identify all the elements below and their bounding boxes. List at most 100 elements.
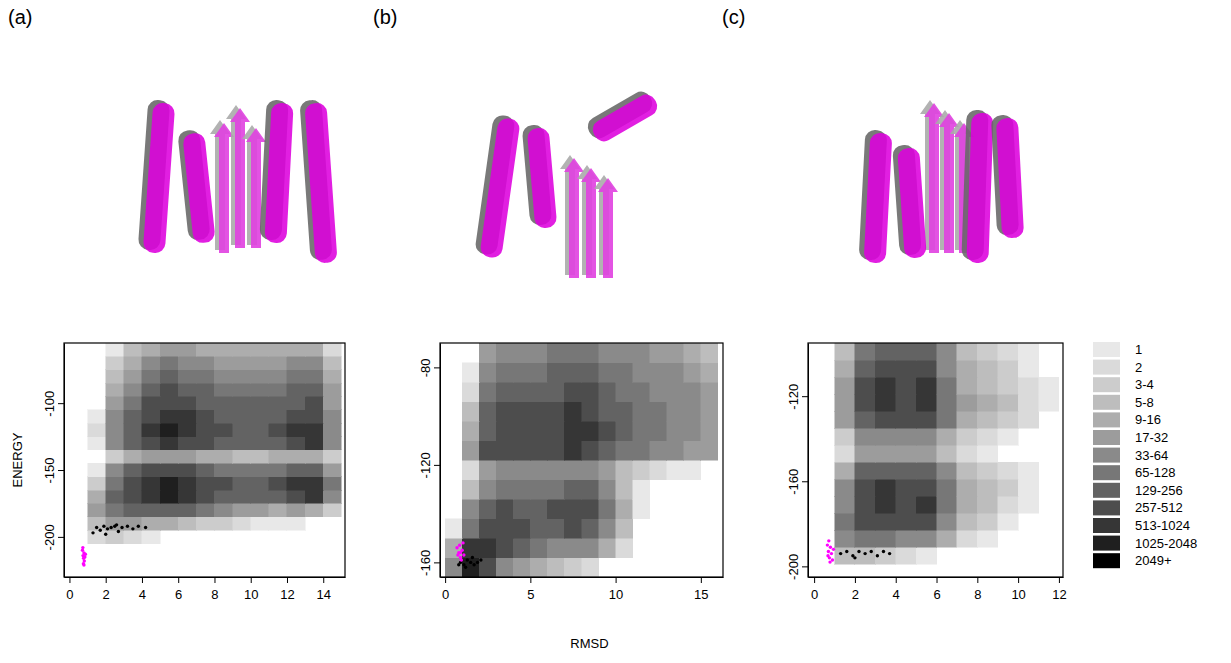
heatmap-cell (160, 370, 178, 383)
heatmap-cell (305, 450, 323, 463)
heatmap-cell (957, 360, 977, 377)
heatmap-cell (616, 519, 633, 539)
heatmap-cell (251, 503, 269, 516)
heatmap-cell (1039, 445, 1059, 462)
heatmap-cell (977, 343, 997, 360)
tick: 8 (974, 577, 981, 602)
legend: 123-45-89-1617-3233-6465-128129-256257-5… (1093, 342, 1197, 568)
heatmap-cell (269, 503, 287, 516)
heatmap-cell (835, 462, 855, 479)
heatmap-cell (88, 463, 106, 476)
heatmap-cell (616, 343, 633, 363)
heatmap-cell (814, 530, 834, 547)
tick: -80 (418, 358, 440, 377)
heatmap-cell (896, 496, 916, 513)
tick: 6 (933, 577, 940, 602)
heatmap-cell (835, 394, 855, 411)
tick-label: 0 (811, 587, 818, 602)
heatmap-cell (957, 394, 977, 411)
heatmap-cell (564, 441, 581, 461)
scatter-point (826, 554, 829, 557)
tick: 10 (1011, 577, 1025, 602)
heatmap-cell (178, 490, 196, 503)
heatmap-cell (835, 496, 855, 513)
heatmap-cell (142, 410, 160, 423)
heatmap-cell (305, 370, 323, 383)
tick-label: -80 (418, 358, 433, 377)
heatmap-cell (305, 410, 323, 423)
heatmap-cell (564, 363, 581, 383)
tick: 5 (527, 577, 534, 602)
heatmap-cell (479, 421, 496, 441)
heatmap-cell (684, 558, 701, 578)
heatmap-cell (937, 479, 957, 496)
heatmap-cell (287, 437, 305, 450)
heatmap-cell (916, 547, 936, 564)
heatmap-cell (196, 517, 214, 530)
heatmap-cell (814, 428, 834, 445)
scatter-point (827, 550, 830, 553)
heatmap-cell (650, 480, 667, 500)
heatmap-cell (445, 499, 462, 519)
legend-label: 513-1024 (1135, 518, 1190, 533)
tick: -120 (418, 452, 440, 478)
heatmap-cell (445, 363, 462, 383)
heatmap-cell (564, 421, 581, 441)
heatmap-cell (650, 558, 667, 578)
alpha-helix (143, 102, 175, 253)
heatmap-cell (599, 421, 616, 441)
tick-label: -120 (418, 452, 433, 478)
heatmap-cell (124, 383, 142, 396)
heatmap-cell (160, 410, 178, 423)
heatmap-cell (855, 343, 875, 360)
legend-swatch (1093, 518, 1120, 533)
heatmap-cell (479, 441, 496, 461)
scatter-point (82, 563, 85, 566)
heatmap-cell (814, 445, 834, 462)
heatmap-cell (496, 460, 513, 480)
tick-label: 8 (974, 587, 981, 602)
heatmap-cell (1018, 360, 1038, 377)
tick: 0 (66, 577, 73, 602)
heatmap-cell (233, 463, 251, 476)
heatmap-cell (1039, 547, 1059, 564)
scatter-point (84, 553, 87, 556)
heatmap-cell (196, 450, 214, 463)
heatmap-cell (323, 463, 341, 476)
legend-label: 33-64 (1135, 448, 1168, 463)
tick-label: -160 (786, 469, 801, 495)
tick-label: 0 (66, 587, 73, 602)
heatmap-cell (124, 410, 142, 423)
legend-swatch (1093, 412, 1120, 427)
heatmap-cell (305, 517, 323, 530)
heatmap-cell (196, 423, 214, 436)
heatmap-cell (855, 377, 875, 394)
heatmap-cell (251, 370, 269, 383)
heatmap-cell (178, 423, 196, 436)
heatmap-cell (633, 421, 650, 441)
heatmap-cell (124, 437, 142, 450)
heatmap-cell (142, 503, 160, 516)
tick-label: 12 (280, 587, 294, 602)
legend-swatch (1093, 360, 1120, 375)
heatmap-cell (1039, 428, 1059, 445)
heatmap-cell (582, 402, 599, 422)
heatmap-cell (937, 445, 957, 462)
heatmap-cell (814, 513, 834, 530)
plot-area (69, 343, 341, 567)
heatmap-cell (957, 530, 977, 547)
structure-cartoon (859, 100, 1025, 263)
heatmap-cell (547, 363, 564, 383)
heatmap-cell (835, 445, 855, 462)
tick-mark (802, 481, 808, 482)
scatter-point (472, 563, 475, 566)
heatmap-cell (835, 411, 855, 428)
axis-line (64, 344, 65, 578)
heatmap-cell (196, 463, 214, 476)
alpha-helix (264, 103, 293, 244)
heatmap-cell (875, 411, 895, 428)
heatmap-cell (269, 437, 287, 450)
heatmap-cell (106, 503, 124, 516)
heatmap-cell (106, 463, 124, 476)
heatmap-cell (233, 343, 251, 356)
